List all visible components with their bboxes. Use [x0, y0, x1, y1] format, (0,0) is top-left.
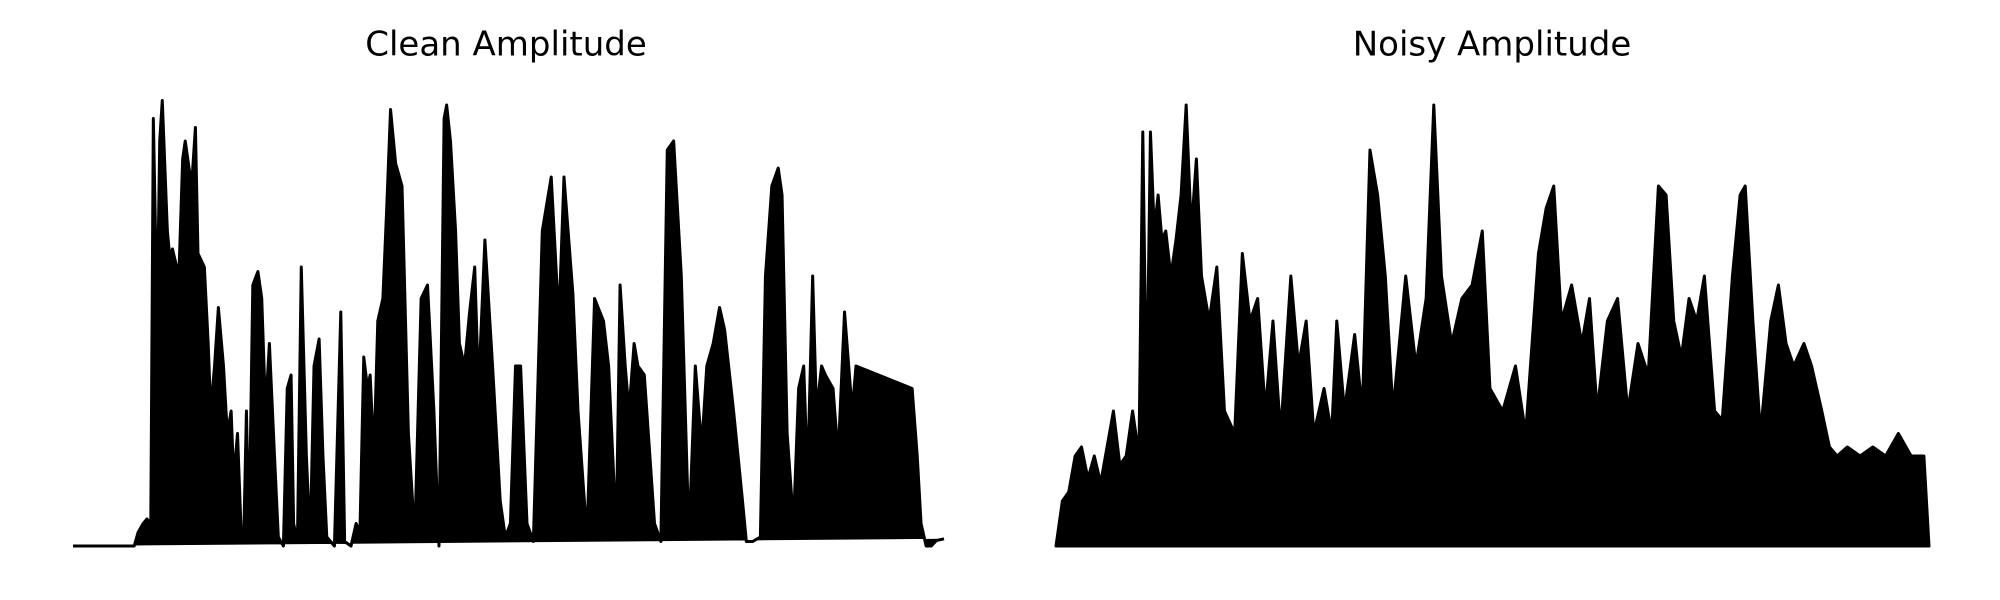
amplitude-area [73, 99, 945, 548]
chart-title: Clean Amplitude [365, 25, 647, 65]
chart-title: Noisy Amplitude [1353, 25, 1632, 65]
amplitude-area [1054, 103, 1931, 548]
